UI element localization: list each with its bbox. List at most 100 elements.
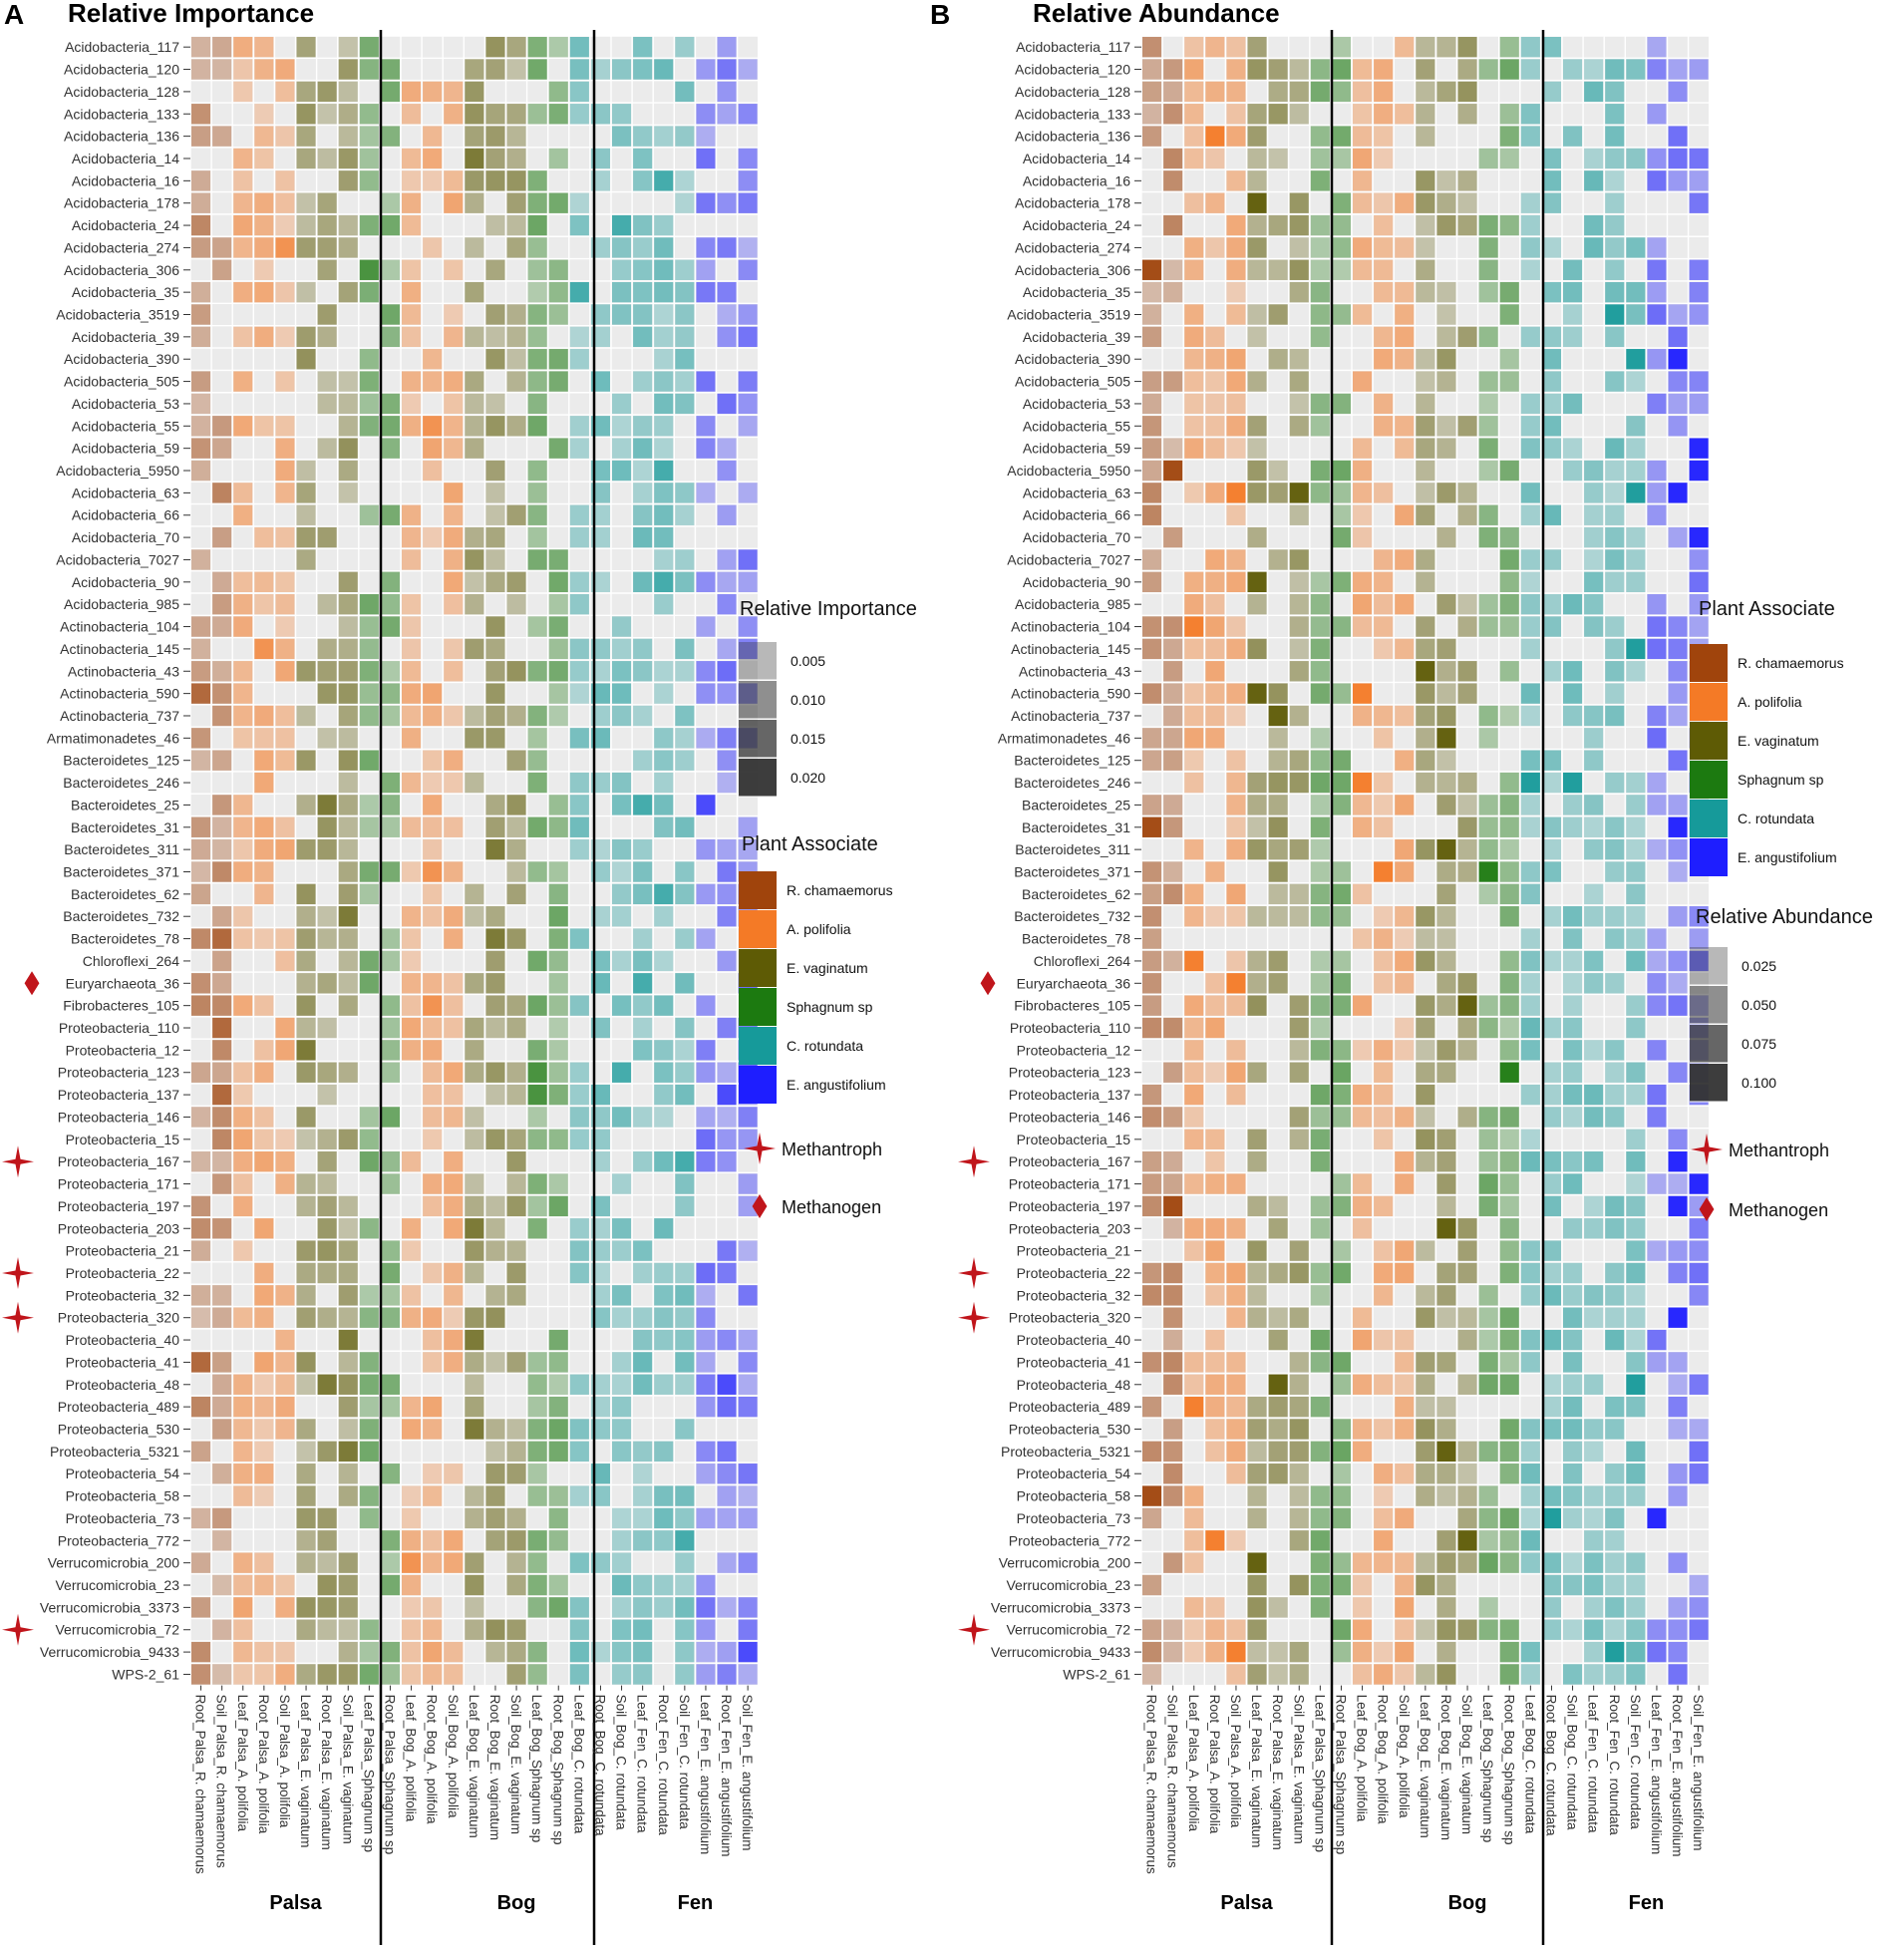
heatmap-cell xyxy=(360,349,379,369)
heatmap-cell xyxy=(1605,1218,1624,1238)
heatmap-cell xyxy=(1521,260,1540,280)
heatmap-cell xyxy=(1353,1218,1372,1238)
heatmap-cell xyxy=(1690,149,1709,168)
heatmap-cell xyxy=(1458,1552,1477,1572)
heatmap-cell xyxy=(528,215,547,235)
heatmap-cell xyxy=(1184,995,1203,1015)
plant-legend-label: E. vaginatum xyxy=(787,960,868,976)
heatmap-cell xyxy=(1605,1085,1624,1105)
heatmap-cell xyxy=(1416,616,1434,636)
heatmap-cell xyxy=(549,282,568,302)
column-label: Leaf_Bog_C. rotundata xyxy=(571,1695,586,1834)
heatmap-cell xyxy=(1395,928,1414,948)
heatmap-cell xyxy=(1563,1263,1582,1283)
row-label: Acidobacteria_306 xyxy=(64,262,179,278)
heatmap-cell xyxy=(1205,1240,1224,1260)
heatmap-cell xyxy=(654,327,673,347)
heatmap-cell xyxy=(1479,1530,1498,1550)
column-label: Soil_Fen_C. rotundata xyxy=(1628,1695,1643,1830)
heatmap-cell xyxy=(297,37,316,57)
heatmap-cell xyxy=(1353,1419,1372,1439)
heatmap-cell xyxy=(1416,1552,1434,1572)
heatmap-cell xyxy=(465,1485,483,1505)
heatmap-cell xyxy=(1521,706,1540,726)
heatmap-cell xyxy=(1226,706,1245,726)
column-label: Soil_Fen_C. rotundata xyxy=(677,1695,692,1830)
heatmap-cell xyxy=(570,1552,589,1572)
heatmap-cell xyxy=(191,170,210,190)
plant-legend-swatch xyxy=(739,910,777,948)
heatmap-cell xyxy=(739,1330,758,1350)
heatmap-cell xyxy=(1521,1463,1540,1483)
heatmap-cell xyxy=(1395,327,1414,347)
heatmap-cell xyxy=(212,594,231,614)
heatmap-cell xyxy=(423,773,442,793)
heatmap-cell xyxy=(1563,928,1582,948)
heatmap-cell xyxy=(1374,773,1393,793)
heatmap-cell xyxy=(423,126,442,146)
heatmap-cell xyxy=(1248,639,1267,659)
heatmap-cell xyxy=(1626,1375,1645,1395)
heatmap-cell xyxy=(654,416,673,436)
row-label: Acidobacteria_128 xyxy=(64,84,179,100)
size-legend-swatch xyxy=(1690,1025,1728,1063)
heatmap-cell xyxy=(654,1597,673,1617)
heatmap-cell xyxy=(1374,706,1393,726)
heatmap-cell xyxy=(1626,1151,1645,1171)
heatmap-cell xyxy=(1374,1485,1393,1505)
heatmap-cell xyxy=(254,773,273,793)
heatmap-cell xyxy=(612,795,631,814)
methanogen-diamond-icon xyxy=(981,971,996,995)
heatmap-cell xyxy=(675,1508,694,1528)
heatmap-cell xyxy=(381,1063,400,1083)
heatmap-cell xyxy=(254,1308,273,1328)
column-label: Root_Bog_C. rotundata xyxy=(593,1695,608,1836)
heatmap-cell xyxy=(485,1196,504,1216)
heatmap-cell xyxy=(1416,193,1434,213)
heatmap-cell xyxy=(1584,1196,1603,1216)
heatmap-cell xyxy=(275,282,294,302)
heatmap-cell xyxy=(718,1107,737,1127)
heatmap-cell xyxy=(1248,1442,1267,1462)
heatmap-cell xyxy=(549,706,568,726)
heatmap-cell xyxy=(1416,104,1434,124)
heatmap-cell xyxy=(507,861,526,881)
heatmap-cell xyxy=(528,505,547,525)
heatmap-cell xyxy=(1500,1040,1519,1060)
heatmap-cell xyxy=(1563,1442,1582,1462)
heatmap-cell xyxy=(1436,371,1455,391)
row-label: Acidobacteria_120 xyxy=(1015,62,1130,78)
heatmap-cell xyxy=(360,505,379,525)
heatmap-cell xyxy=(570,1107,589,1127)
heatmap-cell xyxy=(485,59,504,79)
marker-legend-a: MethantrophMethanogen xyxy=(744,1133,882,1218)
heatmap-cell xyxy=(1479,215,1498,235)
heatmap-cell xyxy=(1290,371,1309,391)
habitat-label-bog: Bog xyxy=(497,1892,536,1914)
heatmap-cell xyxy=(212,1575,231,1595)
heatmap-cell xyxy=(485,304,504,324)
heatmap-cell xyxy=(465,1552,483,1572)
heatmap-cell xyxy=(1395,751,1414,771)
heatmap-cell xyxy=(360,1397,379,1417)
heatmap-cell xyxy=(1163,1419,1182,1439)
heatmap-cell xyxy=(1542,1330,1561,1350)
row-label: Proteobacteria_21 xyxy=(1017,1243,1131,1259)
heatmap-cell xyxy=(1184,1173,1203,1193)
heatmap-cell xyxy=(1690,1240,1709,1260)
heatmap-cell xyxy=(1626,304,1645,324)
heatmap-cell xyxy=(318,1575,337,1595)
heatmap-cell xyxy=(423,995,442,1015)
heatmap-cell xyxy=(297,1508,316,1528)
heatmap-cell xyxy=(233,1419,252,1439)
heatmap-cell xyxy=(549,1375,568,1395)
heatmap-cell xyxy=(654,795,673,814)
row-label: Actinobacteria_737 xyxy=(1011,708,1130,724)
heatmap-cell xyxy=(212,1107,231,1127)
heatmap-cell xyxy=(360,1151,379,1171)
heatmap-cell xyxy=(570,1375,589,1395)
heatmap-cell xyxy=(318,1130,337,1149)
plant-legend-swatch xyxy=(1690,800,1728,837)
heatmap-cell xyxy=(654,1530,673,1550)
heatmap-cell xyxy=(1395,906,1414,926)
